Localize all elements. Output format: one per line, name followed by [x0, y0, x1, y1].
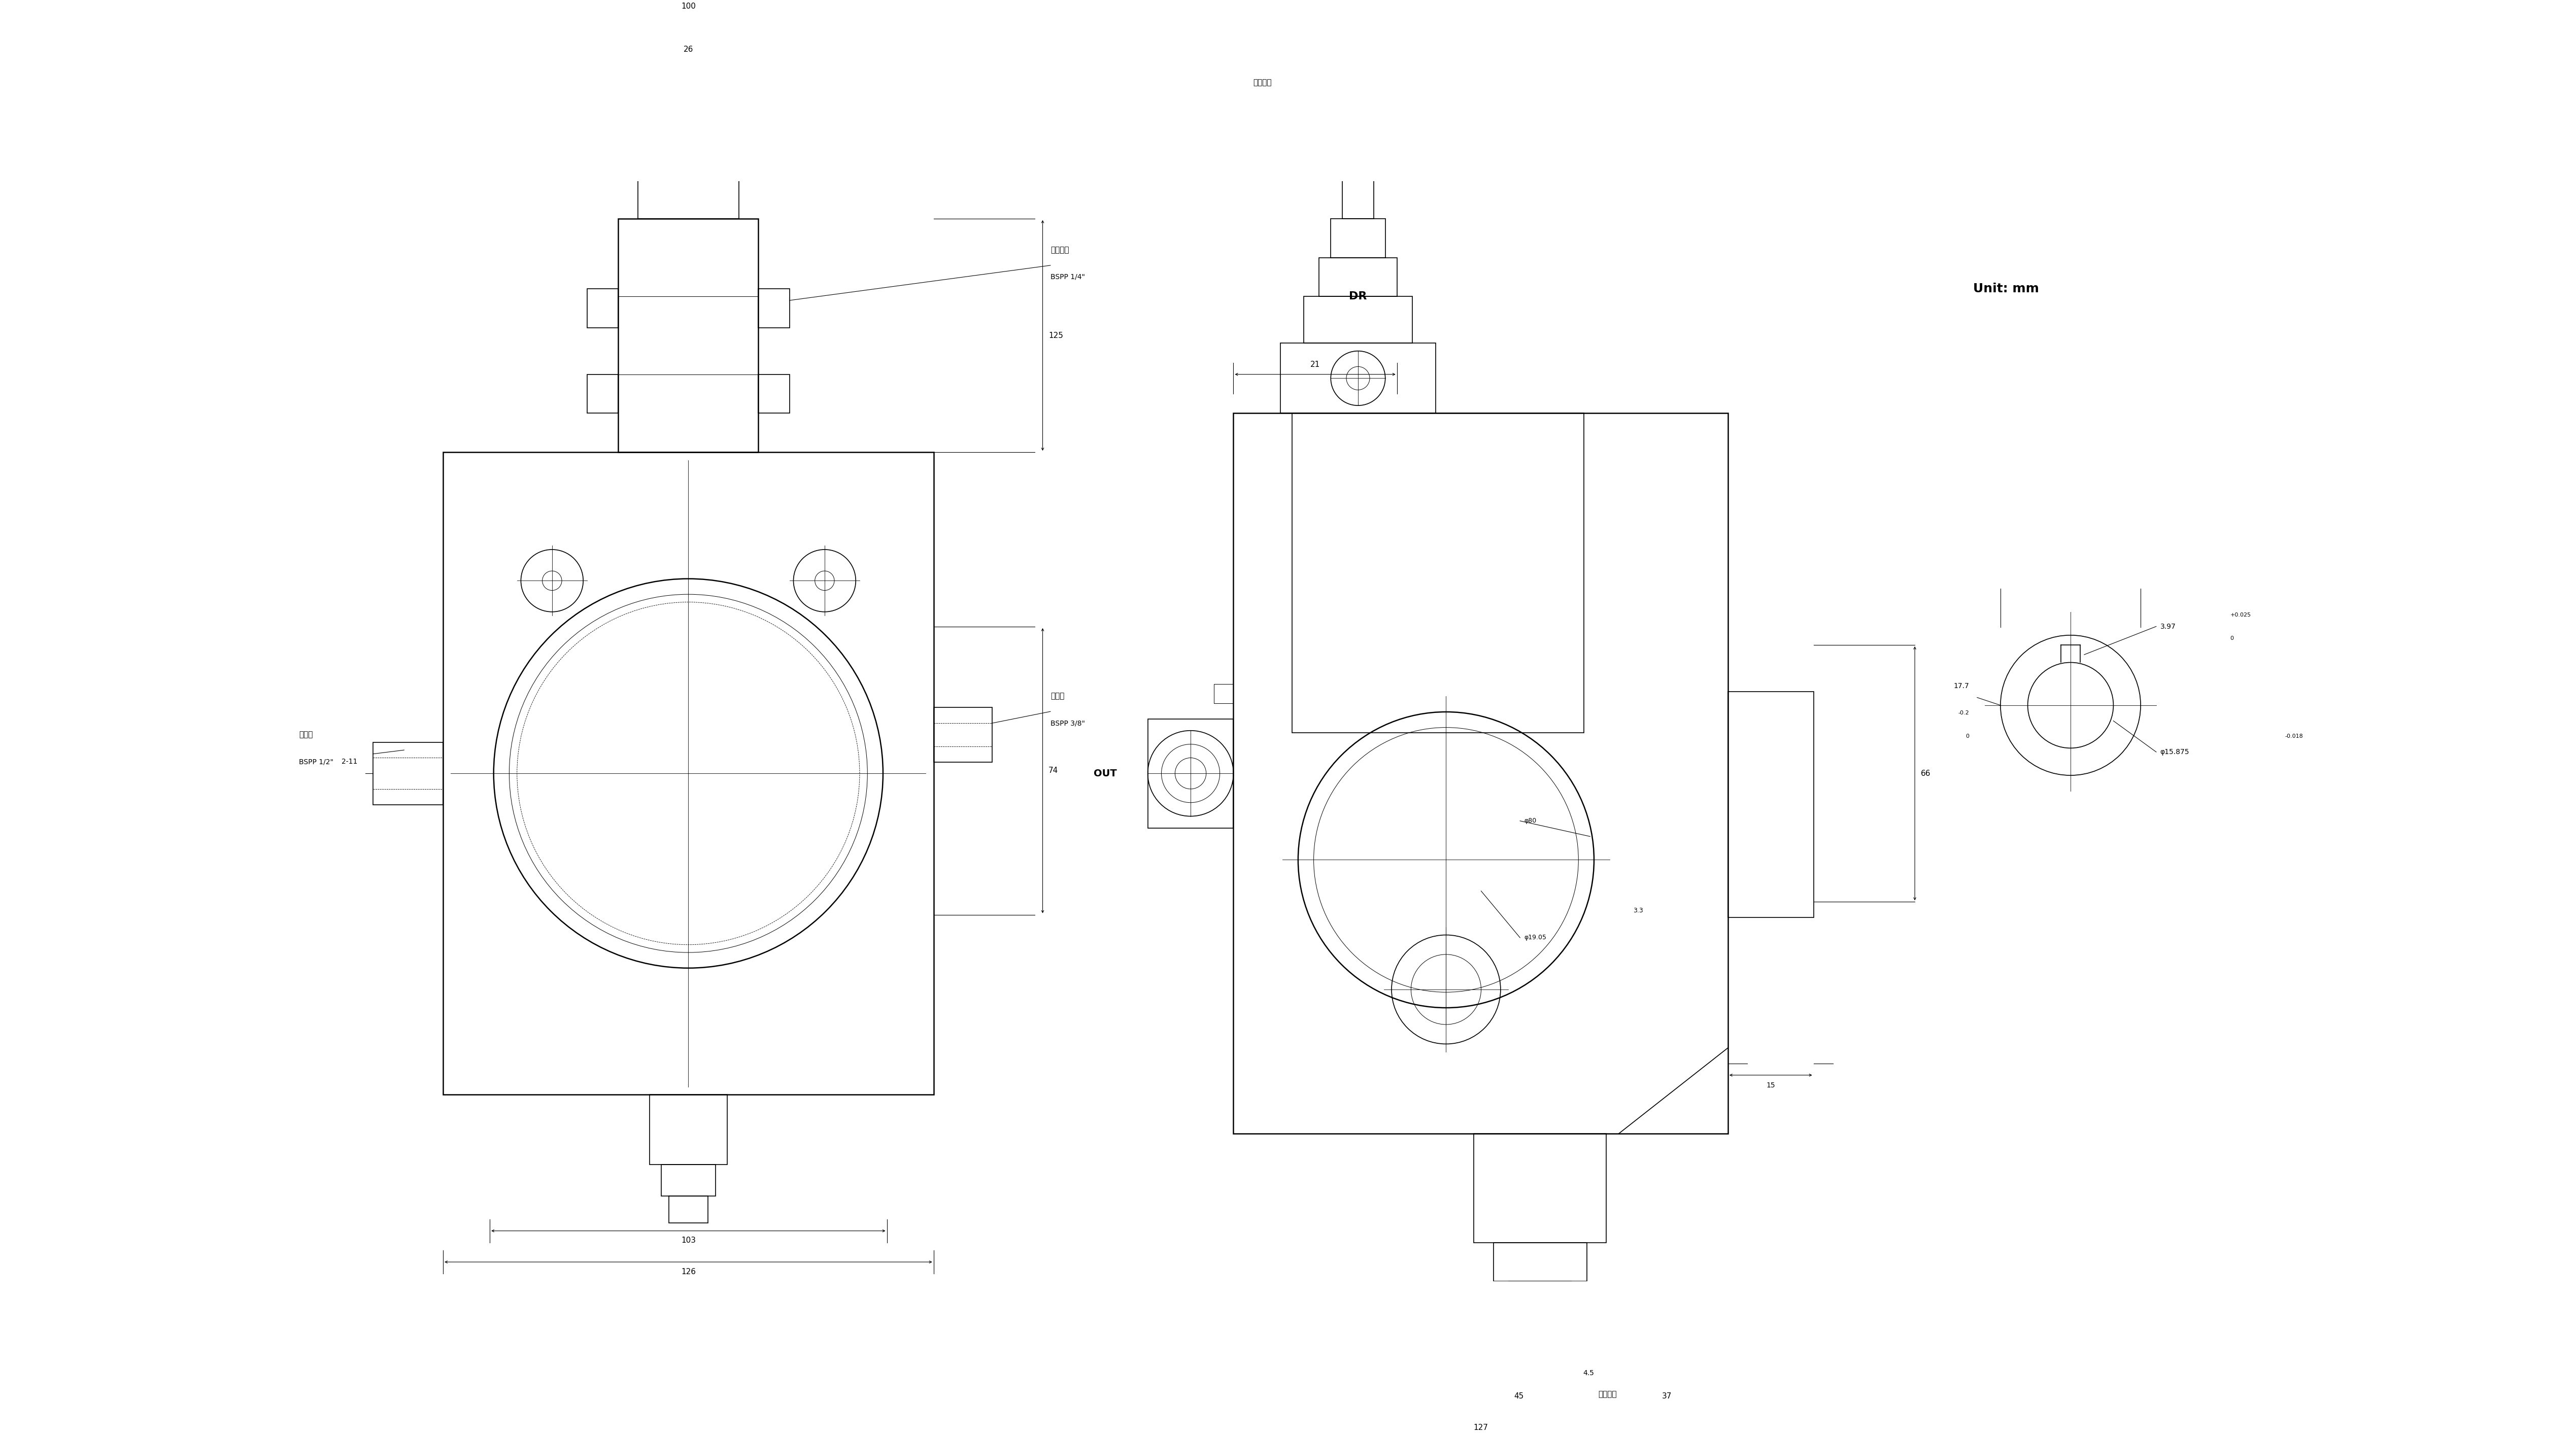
Text: 125: 125 [1048, 331, 1064, 340]
Bar [1728, 691, 1814, 918]
Bar [757, 288, 791, 327]
Text: 15: 15 [1767, 1081, 1775, 1088]
Bar [443, 452, 933, 1094]
Text: 74: 74 [1048, 767, 1059, 774]
Text: 21: 21 [1311, 361, 1319, 369]
Text: φ19.05: φ19.05 [1525, 935, 1546, 941]
Text: 0: 0 [1965, 734, 1968, 739]
Text: 45: 45 [1515, 1392, 1522, 1400]
Bar [1319, 258, 1396, 297]
Text: 3.97: 3.97 [2161, 622, 2177, 630]
Text: Unit: mm: Unit: mm [1973, 282, 2040, 295]
Bar [757, 374, 791, 413]
Text: 37: 37 [1662, 1392, 1672, 1400]
Bar [670, 79, 708, 118]
Bar [587, 288, 618, 327]
Text: BSPP 1/4": BSPP 1/4" [1051, 274, 1084, 281]
Text: BSPP 3/8": BSPP 3/8" [1051, 720, 1084, 727]
Text: OUT: OUT [1092, 769, 1115, 779]
Text: BSPP 1/2": BSPP 1/2" [299, 759, 332, 766]
Text: -0.018: -0.018 [2285, 734, 2303, 739]
Bar [677, 47, 701, 79]
Bar [662, 118, 716, 149]
Text: +0.025: +0.025 [2231, 612, 2251, 617]
Bar [374, 743, 443, 804]
Bar [1347, 149, 1370, 179]
Bar [670, 1196, 708, 1223]
Bar [1332, 218, 1386, 258]
Bar [662, 1164, 716, 1196]
Text: DR: DR [1350, 291, 1368, 301]
Bar [1234, 413, 1728, 1133]
Bar [1520, 1321, 1558, 1351]
Text: 內洩油口: 內洩油口 [1051, 247, 1069, 254]
Text: 入油口: 入油口 [299, 731, 312, 739]
Bar [587, 374, 618, 413]
Bar [1303, 297, 1412, 343]
Text: 2-11: 2-11 [343, 759, 358, 766]
Text: 4.5: 4.5 [1584, 1369, 1595, 1377]
Bar [1213, 684, 1234, 703]
Bar [618, 218, 757, 452]
Text: 流量調整: 流量調整 [1600, 1391, 1618, 1398]
Bar [1494, 1242, 1587, 1282]
Text: 26: 26 [683, 46, 693, 53]
Bar [639, 179, 739, 218]
Bar [1342, 179, 1373, 218]
Text: 0: 0 [2231, 635, 2233, 641]
Bar [649, 149, 726, 179]
Text: 17.7: 17.7 [1953, 683, 1968, 690]
Text: φ80: φ80 [1525, 817, 1535, 825]
Text: 100: 100 [680, 3, 696, 10]
Bar [1473, 1133, 1607, 1242]
Bar [933, 707, 992, 761]
Bar [649, 1094, 726, 1164]
Bar [1149, 718, 1234, 827]
Text: -0.2: -0.2 [1958, 710, 1968, 716]
Bar [1528, 1351, 1551, 1375]
Bar [1510, 1282, 1571, 1321]
Bar [1291, 413, 1584, 733]
Text: 3.3: 3.3 [1633, 908, 1643, 913]
Text: 出油口: 出油口 [1051, 693, 1064, 700]
Text: 127: 127 [1473, 1424, 1489, 1431]
Text: φ15.875: φ15.875 [2161, 749, 2190, 756]
Text: 66: 66 [1922, 770, 1929, 777]
Text: 壓力調整: 壓力調整 [1252, 79, 1273, 86]
Text: 126: 126 [680, 1268, 696, 1276]
Text: 103: 103 [680, 1238, 696, 1245]
Bar [1280, 343, 1435, 413]
